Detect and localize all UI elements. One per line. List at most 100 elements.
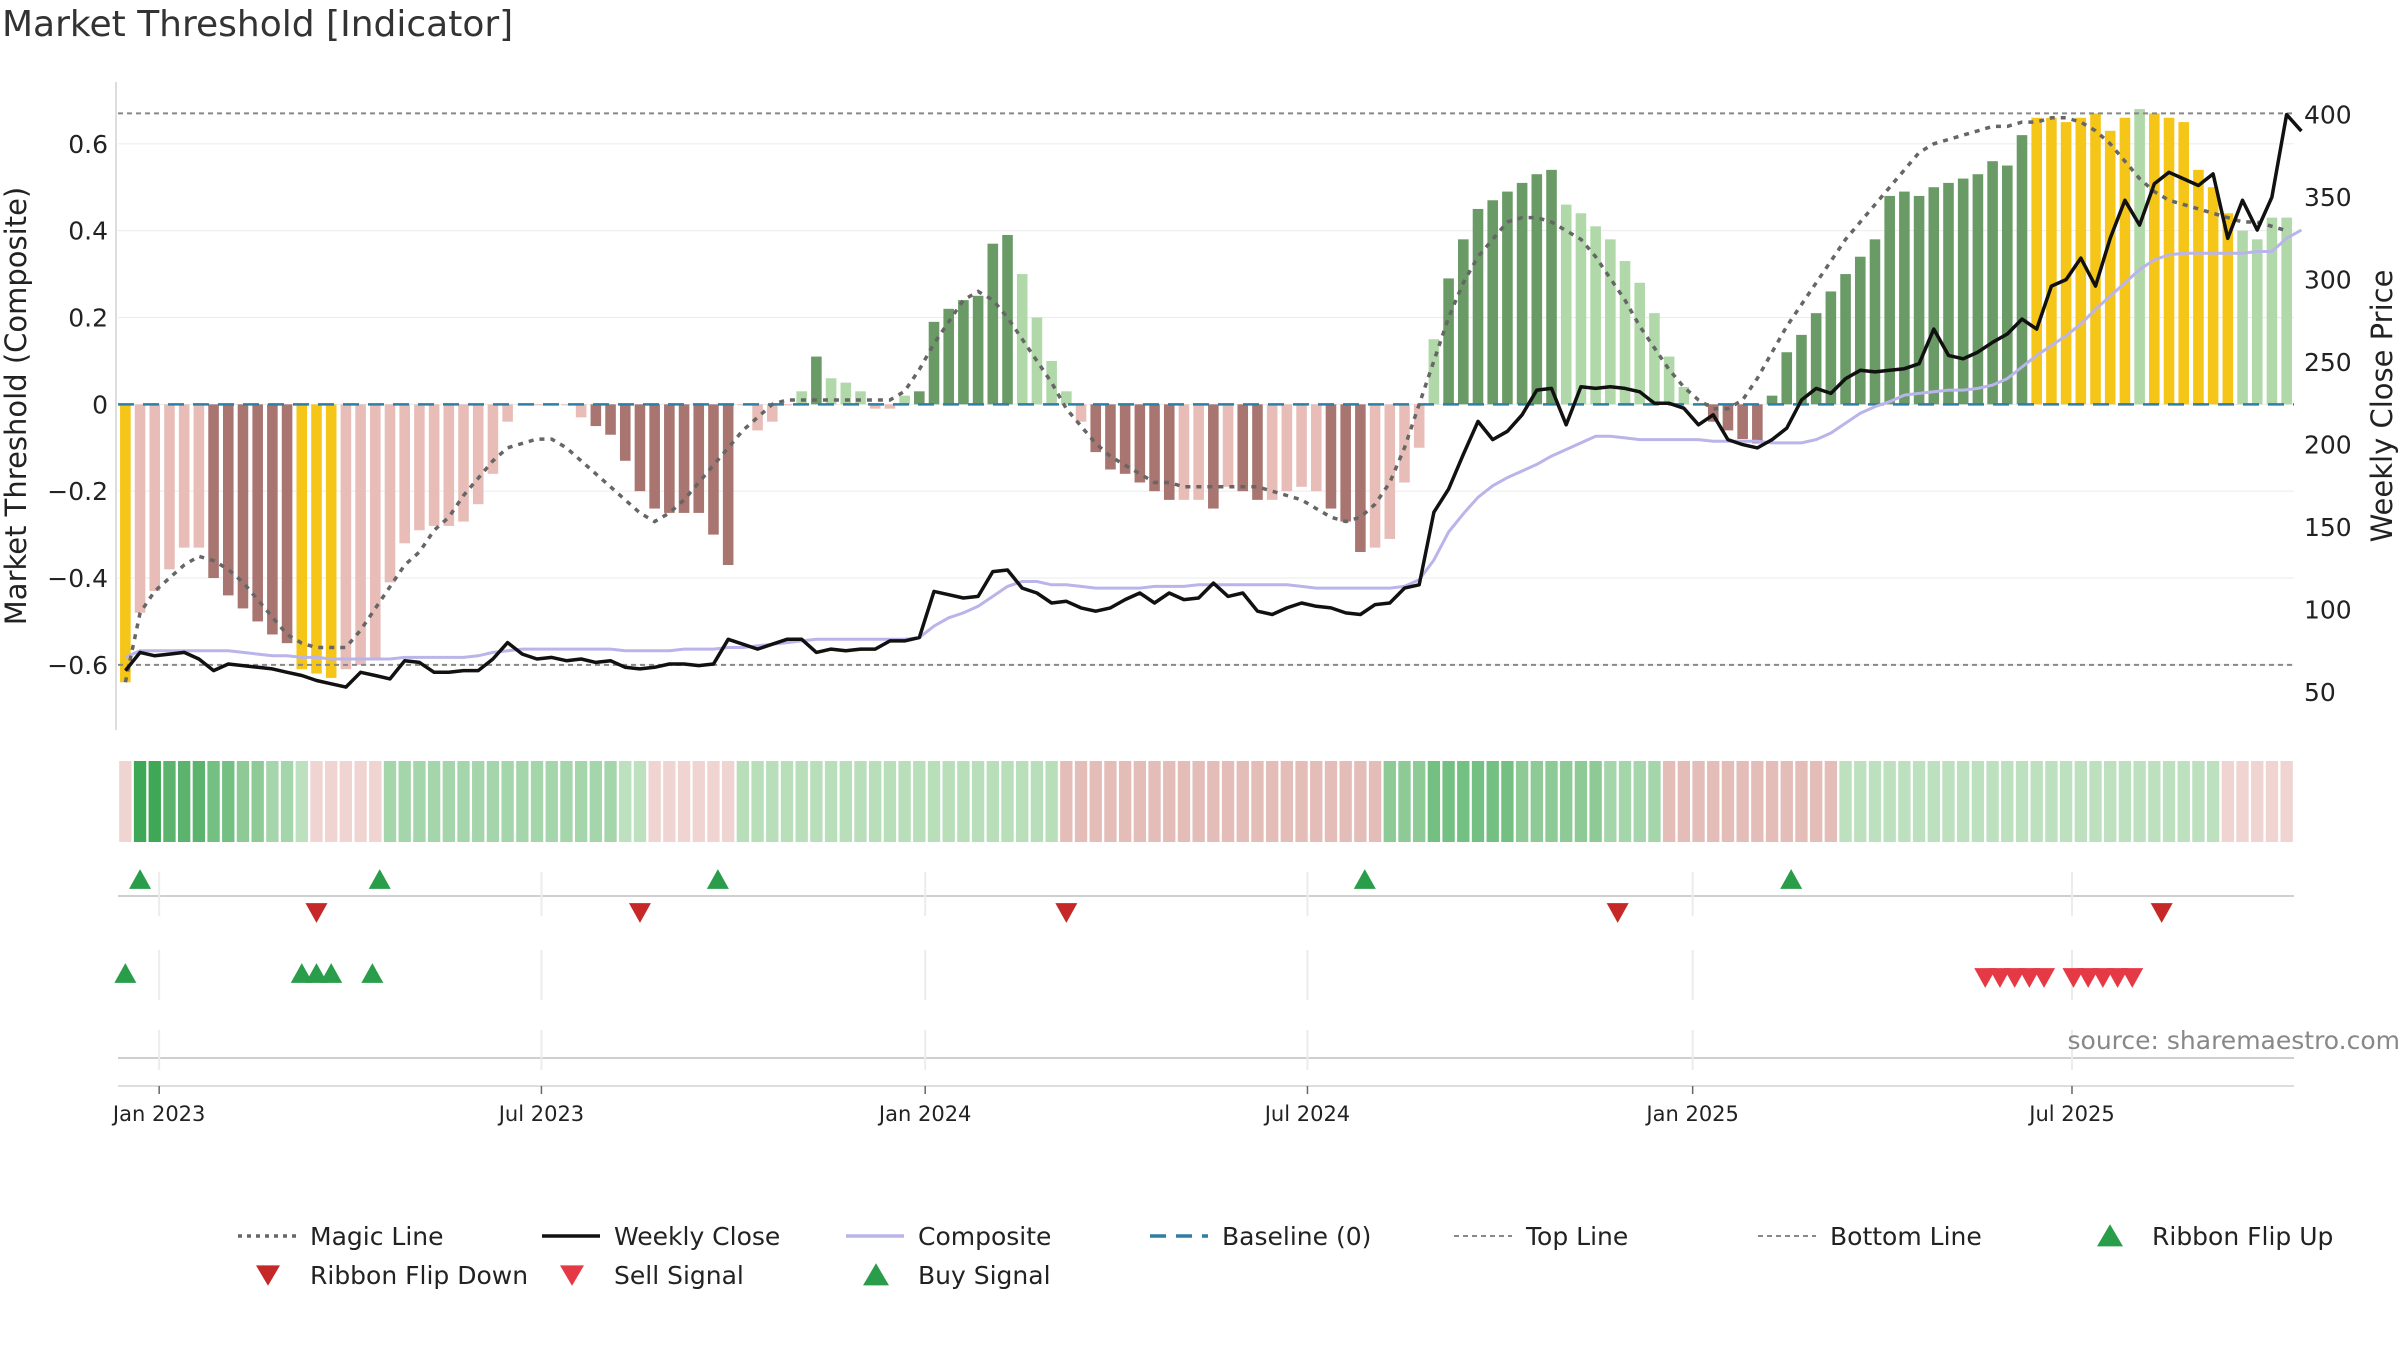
left-tick-label: −0.4 [47, 564, 108, 593]
composite-bar [1957, 178, 1969, 405]
strength-ribbon [119, 761, 2293, 842]
ribbon-cell [1780, 761, 1793, 842]
ribbon-cell [1677, 761, 1691, 842]
ribbon-cell [957, 761, 970, 842]
composite-bar [399, 404, 410, 544]
ribbon-cell [1618, 761, 1632, 842]
ribbon-cell [1133, 761, 1147, 842]
ribbon-cell [2045, 761, 2058, 842]
composite-bar [193, 404, 205, 548]
composite-bar [1825, 291, 1837, 405]
composite-bar [1987, 161, 1998, 405]
ribbon-cell [398, 761, 411, 842]
ribbon-cell [2206, 761, 2220, 842]
composite-bar [2134, 109, 2145, 405]
sell-signal-marker [2077, 968, 2100, 988]
composite-bar [1737, 404, 1748, 440]
composite-bar [1399, 404, 1410, 483]
composite-bar [1810, 313, 1822, 405]
composite-bar [1252, 404, 1263, 500]
ribbon-cell [1442, 761, 1455, 842]
composite-bar [2002, 165, 2013, 405]
composite-bar [1516, 182, 1528, 405]
legend-swatch [560, 1265, 584, 1286]
ribbon-cell [633, 761, 647, 842]
composite-bar [2090, 113, 2101, 405]
ribbon-cell [472, 761, 485, 842]
right-tick-label: 200 [2304, 431, 2352, 460]
composite-bar [1296, 404, 1307, 487]
ribbon-cell [619, 761, 632, 842]
ribbon-cell [266, 761, 279, 842]
ribbon-cell [133, 761, 147, 842]
composite-bar [1002, 235, 1013, 405]
ribbon-cell [1265, 761, 1279, 842]
ribbon-cell [2280, 761, 2293, 842]
ribbon-cell [295, 761, 308, 842]
ribbon-cell [1001, 761, 1014, 842]
date-tick-label: Jan 2025 [1644, 1102, 1739, 1126]
source-label: source: sharemaestro.com [2068, 1026, 2400, 1055]
ribbon-cell [1398, 761, 1411, 842]
ribbon-cell [810, 761, 823, 842]
composite-bar [678, 404, 690, 513]
ribbon-cell [2162, 761, 2176, 842]
sell-signal-marker [1988, 968, 2011, 988]
composite-bar [1649, 313, 1660, 405]
ribbon-cell [854, 761, 867, 842]
ribbon-cell [1148, 761, 1161, 842]
signal-rows [114, 869, 2294, 1087]
ribbon-cell [1574, 761, 1588, 842]
ribbon-cell [2118, 761, 2132, 842]
ribbon-flip-up-marker [1780, 869, 1803, 889]
ribbon-cell [560, 761, 573, 842]
composite-bar [149, 404, 161, 592]
composite-bar [1634, 282, 1646, 405]
ribbon-cell [1912, 761, 1926, 842]
composite-bar [296, 404, 308, 670]
ribbon-cell [780, 761, 794, 842]
composite-bar [2163, 117, 2175, 405]
ribbon-cell [119, 761, 132, 842]
left-tick-label: 0 [92, 390, 108, 419]
ribbon-cell [1030, 761, 1044, 842]
composite-bar [237, 404, 249, 609]
ribbon-cell [1207, 761, 1220, 842]
composite-bar [2016, 135, 2028, 405]
composite-bar [1869, 239, 1881, 405]
left-tick-label: 0.2 [68, 304, 108, 333]
composite-bar [1119, 404, 1131, 474]
left-tick-label: 0.4 [68, 217, 108, 246]
ribbon-cell [1633, 761, 1646, 842]
ribbon-cell [2192, 761, 2205, 842]
ribbon-flip-down-marker [305, 903, 328, 923]
composite-bar [2178, 122, 2190, 405]
composite-bar [2104, 130, 2116, 405]
ribbon-cell [413, 761, 426, 842]
composite-bar [281, 404, 293, 644]
ribbon-cell [1016, 761, 1029, 842]
composite-bar [1796, 334, 1807, 405]
composite-bar [1605, 239, 1616, 405]
composite-bar [1428, 339, 1440, 405]
composite-bar [664, 404, 675, 513]
ribbon-flip-down-marker [628, 903, 651, 923]
right-tick-label: 50 [2304, 678, 2336, 707]
ribbon-cell [839, 761, 852, 842]
ribbon-cell [427, 761, 441, 842]
ribbon-cell [501, 761, 514, 842]
ribbon-cell [1854, 761, 1867, 842]
sell-signal-marker [2106, 968, 2129, 988]
ribbon-cell [751, 761, 764, 842]
ribbon-cell [2265, 761, 2279, 842]
composite-bar [1340, 404, 1351, 522]
ribbon-cell [648, 761, 661, 842]
composite-bar [502, 404, 513, 422]
left-tick-label: −0.2 [47, 477, 108, 506]
date-tick-label: Jul 2024 [1263, 1102, 1350, 1126]
composite-bar [414, 404, 425, 531]
ribbon-cell [192, 761, 206, 842]
ribbon-cell [736, 761, 750, 842]
ribbon-cell [1736, 761, 1749, 842]
ribbon-cell [1942, 761, 1955, 842]
